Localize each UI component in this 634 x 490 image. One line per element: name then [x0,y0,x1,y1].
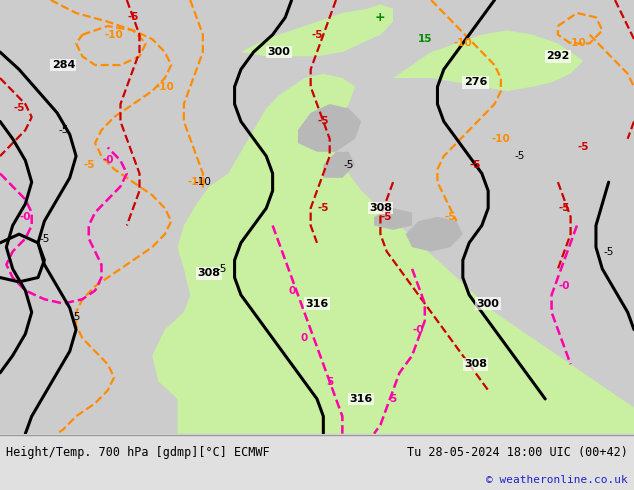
Text: 316: 316 [306,298,328,309]
Text: -5: -5 [470,160,481,170]
Text: -0: -0 [20,212,31,222]
Polygon shape [374,208,412,230]
Text: -10: -10 [105,30,124,40]
Text: -5: -5 [13,103,25,113]
Text: -5: -5 [578,143,589,152]
Text: -10: -10 [155,82,174,92]
Text: -5: -5 [217,264,227,274]
Polygon shape [152,74,634,434]
Text: 5: 5 [326,377,333,387]
Text: 308: 308 [369,203,392,213]
Text: -5: -5 [559,203,570,213]
Text: -5: -5 [127,12,139,23]
Text: 300: 300 [268,47,290,57]
Text: -0: -0 [413,324,424,335]
Polygon shape [0,0,634,434]
Text: 308: 308 [464,359,487,369]
Text: -0: -0 [559,281,570,291]
Text: 308: 308 [198,268,221,278]
Text: -10: -10 [453,38,472,49]
Text: -10: -10 [491,134,510,144]
Text: -5: -5 [58,125,68,135]
Text: -5: -5 [515,151,525,161]
Text: -5: -5 [604,246,614,257]
Text: -5: -5 [318,117,329,126]
Text: -5: -5 [71,312,81,321]
Text: -10: -10 [195,177,211,187]
Polygon shape [393,30,583,91]
Text: -5: -5 [344,160,354,170]
Text: +: + [375,11,385,24]
Text: 15: 15 [418,34,432,44]
Text: 0: 0 [301,333,308,343]
Polygon shape [298,104,361,152]
Text: 292: 292 [547,51,569,61]
Text: -5: -5 [39,234,49,244]
Text: Tu 28-05-2024 18:00 UIC (00+42): Tu 28-05-2024 18:00 UIC (00+42) [407,446,628,459]
Text: 5: 5 [389,394,397,404]
Text: 0: 0 [288,286,295,295]
Polygon shape [406,217,463,251]
Text: -0: -0 [102,155,113,166]
Text: -5: -5 [318,203,329,213]
Text: -10: -10 [187,177,206,187]
Polygon shape [323,152,355,178]
Text: 316: 316 [350,394,373,404]
Text: -5: -5 [381,212,392,222]
Text: 276: 276 [464,77,487,87]
Polygon shape [241,4,393,56]
Text: Height/Temp. 700 hPa [gdmp][°C] ECMWF: Height/Temp. 700 hPa [gdmp][°C] ECMWF [6,446,270,459]
Text: -5: -5 [444,212,456,222]
Text: © weatheronline.co.uk: © weatheronline.co.uk [486,475,628,485]
Text: -10: -10 [567,38,586,49]
Text: -5: -5 [83,160,94,170]
Text: -5: -5 [311,30,323,40]
Text: 300: 300 [477,298,500,309]
Text: 284: 284 [52,60,75,70]
